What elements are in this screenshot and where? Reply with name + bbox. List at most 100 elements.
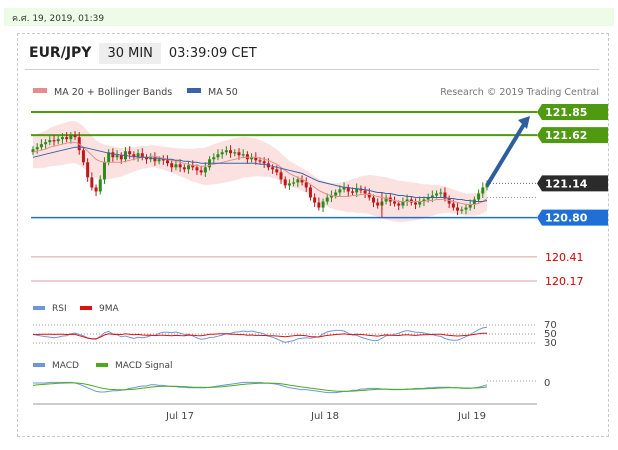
timestamp-text: ค.ศ. 19, 2019, 01:39 bbox=[12, 14, 105, 24]
candle-body bbox=[140, 153, 144, 158]
candle-body bbox=[98, 179, 102, 192]
level-tag-121-85 bbox=[537, 104, 608, 120]
candle-body bbox=[363, 190, 367, 194]
candle-body bbox=[182, 167, 186, 170]
candle-body bbox=[472, 199, 476, 205]
candle-body bbox=[308, 187, 312, 198]
candle-body bbox=[325, 197, 329, 202]
timestamp-bar: ค.ศ. 19, 2019, 01:39 bbox=[4, 8, 614, 26]
candle-body bbox=[224, 150, 228, 153]
candle-body bbox=[275, 169, 279, 173]
candle-body bbox=[338, 189, 342, 193]
chart-frame bbox=[17, 33, 609, 437]
candle-body bbox=[73, 135, 77, 138]
candle-body bbox=[350, 191, 354, 193]
x-label-jul19: Jul 19 bbox=[457, 411, 486, 422]
currency-pair: EUR/JPY bbox=[29, 45, 92, 61]
macd-legend-label: MACD bbox=[52, 361, 79, 371]
candle-body bbox=[456, 207, 460, 211]
x-label-jul17: Jul 17 bbox=[165, 411, 194, 422]
candle-body bbox=[292, 182, 296, 184]
candle-body bbox=[418, 201, 422, 205]
main-pane: 121.85 121.62 121.14 120.80 120.41 120.17 bbox=[31, 104, 608, 288]
candle-body bbox=[136, 153, 140, 158]
candle-body bbox=[203, 167, 207, 173]
candle-body bbox=[44, 142, 48, 145]
candle-body bbox=[39, 144, 43, 148]
candle-body bbox=[481, 187, 485, 194]
candle-body bbox=[401, 201, 405, 206]
candle-body bbox=[81, 150, 85, 163]
candle-body bbox=[174, 164, 178, 168]
level-label-120-80: 120.80 bbox=[545, 212, 588, 225]
candle-body bbox=[477, 193, 481, 200]
candle-body bbox=[321, 201, 325, 208]
rsi-ma-legend-swatch bbox=[80, 306, 92, 310]
macd-signal-legend-label: MACD Signal bbox=[115, 361, 173, 371]
level-label-121-14: 121.14 bbox=[545, 177, 588, 190]
candle-body bbox=[271, 167, 275, 170]
level-label-120-41: 120.41 bbox=[545, 251, 584, 264]
candle-body bbox=[287, 183, 291, 186]
candle-body bbox=[279, 172, 283, 180]
candle-body bbox=[35, 147, 39, 150]
candle-body bbox=[166, 160, 170, 164]
candle-body bbox=[161, 159, 165, 161]
candle-body bbox=[250, 157, 254, 160]
candle-body bbox=[464, 207, 468, 210]
candle-body bbox=[241, 154, 245, 156]
candle-body bbox=[439, 192, 443, 194]
candle-body bbox=[31, 149, 35, 153]
candle-body bbox=[245, 154, 249, 160]
rsi-ma-line bbox=[32, 332, 488, 340]
level-label-120-17: 120.17 bbox=[545, 275, 584, 288]
candle-body bbox=[414, 202, 418, 205]
candle-body bbox=[447, 198, 451, 204]
rsi-level-30: 30 bbox=[544, 338, 557, 349]
candle-body bbox=[283, 179, 287, 186]
candle-body bbox=[153, 157, 157, 162]
level-label-121-85: 121.85 bbox=[545, 106, 587, 119]
candle-body bbox=[107, 152, 111, 163]
candle-body bbox=[132, 154, 136, 158]
candle-body bbox=[157, 159, 161, 162]
candle-body bbox=[468, 204, 472, 208]
timeframe-badge[interactable]: 30 MIN bbox=[99, 42, 161, 64]
candle-body bbox=[145, 157, 148, 160]
candle-body bbox=[65, 137, 69, 140]
candle-body bbox=[317, 202, 321, 208]
candle-body bbox=[342, 187, 346, 190]
candle-body bbox=[102, 162, 106, 180]
candle-body bbox=[187, 165, 191, 170]
candle-body bbox=[393, 201, 397, 204]
candle-body bbox=[178, 164, 182, 168]
candle-body bbox=[313, 197, 317, 203]
candle-body bbox=[233, 152, 237, 154]
x-label-jul18: Jul 18 bbox=[310, 411, 339, 422]
rsi-legend-label: RSI bbox=[52, 304, 67, 314]
candle-body bbox=[212, 157, 216, 160]
candle-body bbox=[115, 155, 119, 158]
level-tag-121-62 bbox=[537, 127, 608, 144]
macd-level-0: 0 bbox=[544, 378, 550, 389]
candle-body bbox=[485, 183, 489, 188]
forecast-arrow-head bbox=[518, 116, 530, 129]
candle-body bbox=[430, 195, 434, 198]
candle-body bbox=[296, 179, 300, 183]
candle-body bbox=[60, 137, 64, 140]
level-tag-121-14 bbox=[537, 175, 608, 192]
ma50-legend-label: MA 50 bbox=[208, 87, 238, 98]
candle-body bbox=[460, 209, 464, 211]
candle-body bbox=[367, 193, 371, 198]
rsi-ma-legend-label: 9MA bbox=[99, 304, 119, 314]
ma20-legend-label: MA 20 + Bollinger Bands bbox=[54, 87, 172, 98]
indicator-panes bbox=[32, 324, 537, 394]
ma50-line bbox=[32, 146, 488, 202]
candle-body bbox=[86, 162, 90, 178]
candle-body bbox=[128, 151, 132, 155]
candle-body bbox=[376, 202, 380, 206]
candle-body bbox=[426, 197, 430, 200]
ma50-legend-swatch bbox=[187, 88, 201, 93]
candle-body bbox=[384, 197, 388, 202]
